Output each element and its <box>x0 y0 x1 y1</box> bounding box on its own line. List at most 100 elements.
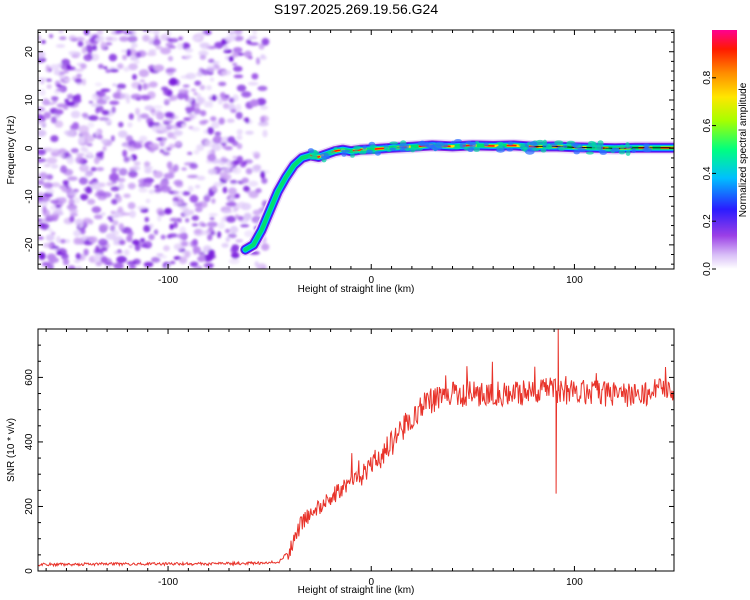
noise-speckle <box>82 164 88 169</box>
noise-speckle <box>243 185 250 192</box>
noise-speckle <box>175 182 184 188</box>
noise-speckle <box>128 35 138 43</box>
noise-speckle <box>116 83 127 89</box>
noise-speckle <box>56 235 61 244</box>
noise-speckle <box>51 245 60 249</box>
ridge-blob <box>473 147 481 152</box>
noise-speckle <box>127 182 136 190</box>
noise-speckle <box>227 167 238 173</box>
ridge-blob <box>352 150 359 154</box>
noise-speckle <box>133 142 143 149</box>
noise-speckle <box>93 214 103 220</box>
noise-speckle <box>187 151 193 155</box>
noise-speckle <box>173 190 184 195</box>
colorbar-tick-label: 0.4 <box>702 166 713 180</box>
noise-speckle <box>105 42 113 46</box>
snr-x-ticks: -100 0 100 <box>45 329 657 588</box>
ridge-blob <box>308 155 318 160</box>
noise-speckle <box>61 58 71 66</box>
noise-speckle <box>111 180 118 184</box>
noise-speckle <box>68 35 77 41</box>
noise-speckle <box>159 181 170 186</box>
noise-speckle <box>233 74 244 79</box>
noise-speckle <box>190 88 197 92</box>
noise-speckle <box>220 156 227 162</box>
noise-speckle <box>181 42 191 50</box>
noise-speckle <box>224 94 230 98</box>
noise-speckle <box>77 41 84 47</box>
noise-speckle <box>107 216 113 220</box>
noise-speckle <box>148 234 155 241</box>
noise-speckle <box>70 148 79 154</box>
snr-y-ticks: 0 200 400 600 <box>24 328 674 574</box>
noise-speckle <box>45 174 54 180</box>
y-tick-label: -10 <box>24 189 35 204</box>
noise-speckle <box>118 168 128 176</box>
noise-speckle <box>173 130 183 137</box>
noise-speckle <box>88 115 99 121</box>
noise-speckle <box>100 256 108 264</box>
noise-speckle <box>245 117 250 124</box>
noise-speckle <box>173 221 178 229</box>
noise-speckle <box>201 223 207 227</box>
noise-speckle <box>192 238 198 246</box>
noise-speckle <box>101 109 110 116</box>
noise-speckle <box>192 102 200 108</box>
noise-speckle <box>222 186 228 194</box>
noise-speckle <box>225 228 230 234</box>
noise-speckle <box>96 98 108 105</box>
noise-speckle <box>131 165 141 171</box>
noise-speckle <box>219 171 228 179</box>
noise-speckle <box>94 192 103 198</box>
noise-speckle <box>144 161 151 167</box>
noise-speckle <box>145 198 151 204</box>
ridge-blob <box>409 146 416 153</box>
noise-speckle <box>72 122 80 130</box>
noise-speckle <box>206 85 212 91</box>
noise-speckle <box>240 202 252 211</box>
ridge-blob <box>353 145 362 150</box>
noise-speckle <box>153 105 163 109</box>
noise-speckle <box>260 54 266 58</box>
noise-speckle <box>160 185 171 193</box>
noise-speckle <box>78 125 90 134</box>
noise-speckle <box>146 51 157 57</box>
noise-speckle <box>154 34 159 41</box>
noise-speckle <box>128 113 134 120</box>
noise-speckle <box>179 226 187 234</box>
noise-speckle <box>94 38 101 42</box>
ridge-blob <box>591 141 597 147</box>
noise-speckle <box>228 55 234 62</box>
ridge-blob <box>586 151 594 155</box>
spectrogram-frame <box>37 29 675 270</box>
noise-speckle <box>143 261 154 268</box>
noise-speckle <box>124 249 130 256</box>
noise-speckle <box>117 249 122 253</box>
noise-speckle <box>156 39 161 45</box>
noise-speckle <box>207 127 214 135</box>
noise-speckle <box>143 224 151 233</box>
ridge-blob <box>459 142 467 148</box>
noise-speckle <box>73 237 82 245</box>
noise-speckle <box>69 212 78 217</box>
noise-speckle <box>236 134 243 141</box>
noise-speckle <box>260 105 268 110</box>
noise-speckle <box>74 259 81 264</box>
y-tick-label: 0 <box>24 145 35 151</box>
noise-speckle <box>117 130 128 138</box>
noise-speckle <box>233 35 244 42</box>
ridge-blob <box>327 150 336 156</box>
noise-speckle <box>42 242 54 248</box>
noise-speckle <box>90 53 100 61</box>
noise-speckle <box>207 234 213 241</box>
noise-speckle <box>74 68 84 72</box>
noise-speckle <box>128 244 134 249</box>
noise-speckle <box>216 231 222 239</box>
y-tick-label: -20 <box>24 237 35 252</box>
noise-speckle <box>139 79 146 83</box>
noise-speckle <box>187 185 194 192</box>
noise-speckle <box>261 177 268 184</box>
ridge-blob <box>520 146 528 152</box>
noise-speckle <box>248 42 259 46</box>
